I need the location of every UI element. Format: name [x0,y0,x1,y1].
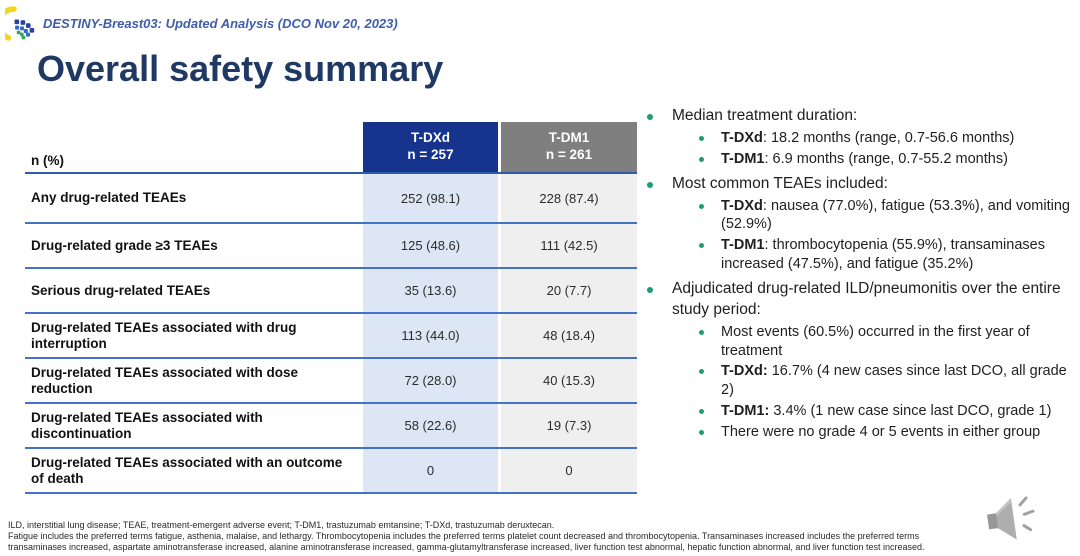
key-points-panel: Median treatment duration: T-DXd: 18.2 m… [646,106,1072,442]
row-label: Drug-related grade ≥3 TEAEs [31,237,218,253]
sub-bullet-text: T-DM1: thrombocytopenia (55.9%), transam… [721,237,1045,273]
page-title: Overall safety summary [37,48,444,89]
bullet-item: Adjudicated drug-related ILD/pneumonitis… [646,279,1072,321]
sub-bullet-text: T-DXd: 16.7% (4 new cases since last DCO… [721,363,1067,399]
tdxd-value: 58 (22.6) [363,404,498,447]
sub-bullet-item: T-DXd: 18.2 months (range, 0.7-56.6 mont… [698,129,1072,148]
footnote-line: Fatigue includes the preferred terms fat… [8,530,920,541]
sub-bullet-text: Most events (60.5%) occurred in the firs… [721,323,1030,359]
tdxd-value: 0 [363,449,498,492]
tdm1-value: 20 (7.7) [498,269,637,312]
sub-bullet-item: Most events (60.5%) occurred in the firs… [698,323,1072,361]
table-row: Drug-related TEAEs associated with drug … [25,314,637,359]
tdm1-value: 40 (15.3) [498,359,637,402]
column-n: n = 257 [407,147,454,162]
row-label: Drug-related TEAEs associated with an ou… [31,454,343,486]
sub-bullet-text: T-DXd: nausea (77.0%), fatigue (53.3%), … [721,197,1070,233]
tdxd-value: 35 (13.6) [363,269,498,312]
sub-bullet-item: T-DXd: nausea (77.0%), fatigue (53.3%), … [698,197,1072,235]
tdxd-value: 125 (48.6) [363,224,498,267]
table-row: Any drug-related TEAEs 252 (98.1) 228 (8… [25,174,637,224]
footnote-line: transaminases increased, aspartate amino… [8,541,925,552]
tdm1-value: 48 (18.4) [498,314,637,357]
bullet-text: Adjudicated drug-related ILD/pneumonitis… [672,279,1061,318]
bullet-icon [647,286,653,293]
sub-bullet-item: T-DM1: 3.4% (1 new case since last DCO, … [698,402,1072,421]
slide-eyebrow-header: DESTINY-Breast03: Updated Analysis (DCO … [5,5,398,41]
bullet-icon [699,243,704,249]
tdxd-value: 113 (44.0) [363,314,498,357]
column-name: T-DM1 [548,130,590,146]
bullet-icon [699,156,704,162]
bullet-icon [699,369,704,375]
bullet-icon [699,409,704,415]
sub-bullet-text: There were no grade 4 or 5 events in eit… [721,423,1041,440]
congress-fan-logo-icon [5,6,35,41]
bullet-icon [647,114,653,120]
table-header-row: n (%) T-DXd n = 257 T-DM1 n = 261 [25,122,637,174]
safety-summary-table: n (%) T-DXd n = 257 T-DM1 n = 261 Any dr… [25,122,637,494]
row-label: Drug-related TEAEs associated with disco… [31,409,263,441]
sub-bullet-item: T-DXd: 16.7% (4 new cases since last DCO… [698,362,1072,400]
row-label: Any drug-related TEAEs [31,190,187,206]
bullet-icon [647,181,653,188]
column-name: T-DXd [411,130,450,146]
table-row: Drug-related TEAEs associated with an ou… [25,449,637,494]
table-row: Serious drug-related TEAEs 35 (13.6) 20 … [25,269,637,314]
table-corner-label: n (%) [31,153,64,168]
bullet-item: Most common TEAEs included: [646,174,1072,195]
bullet-text: Median treatment duration: [672,107,858,124]
column-header-tdxd: T-DXd n = 257 [363,122,498,172]
sub-bullet-item: T-DM1: thrombocytopenia (55.9%), transam… [698,236,1072,274]
tdxd-value: 72 (28.0) [363,359,498,402]
sub-bullet-item: T-DM1: 6.9 months (range, 0.7-55.2 month… [698,150,1072,169]
row-label: Drug-related TEAEs associated with dose … [31,364,299,396]
sub-bullet-item: There were no grade 4 or 5 events in eit… [698,423,1072,442]
row-label: Serious drug-related TEAEs [31,282,211,298]
sub-bullet-text: T-DM1: 3.4% (1 new case since last DCO, … [721,403,1052,420]
tdxd-value: 252 (98.1) [363,174,498,222]
footnotes: ILD, interstitial lung disease; TEAE, tr… [8,520,1074,553]
column-n: n = 261 [545,147,593,162]
bullet-icon [699,429,704,435]
study-eyebrow-text: DESTINY-Breast03: Updated Analysis (DCO … [43,15,398,31]
tdm1-value: 19 (7.3) [498,404,637,447]
sub-bullet-text: T-DM1: 6.9 months (range, 0.7-55.2 month… [721,150,1008,167]
tdm1-value: 111 (42.5) [498,224,637,267]
tdm1-value: 0 [498,449,637,492]
bullet-icon [699,329,704,335]
row-label: Drug-related TEAEs associated with drug … [31,319,297,351]
tdm1-value: 228 (87.4) [498,174,637,222]
table-row: Drug-related grade ≥3 TEAEs 125 (48.6) 1… [25,224,637,269]
bullet-icon [699,203,704,209]
table-row: Drug-related TEAEs associated with disco… [25,404,637,449]
sub-bullet-text: T-DXd: 18.2 months (range, 0.7-56.6 mont… [721,129,1015,146]
table-row: Drug-related TEAEs associated with dose … [25,359,637,404]
audio-speaker-icon[interactable] [978,486,1048,554]
bullet-item: Median treatment duration: [646,106,1072,127]
bullet-icon [699,135,704,141]
footnote-line: ILD, interstitial lung disease; TEAE, tr… [8,519,555,530]
column-header-tdm1: T-DM1 n = 261 [498,122,637,172]
bullet-text: Most common TEAEs included: [672,174,888,192]
